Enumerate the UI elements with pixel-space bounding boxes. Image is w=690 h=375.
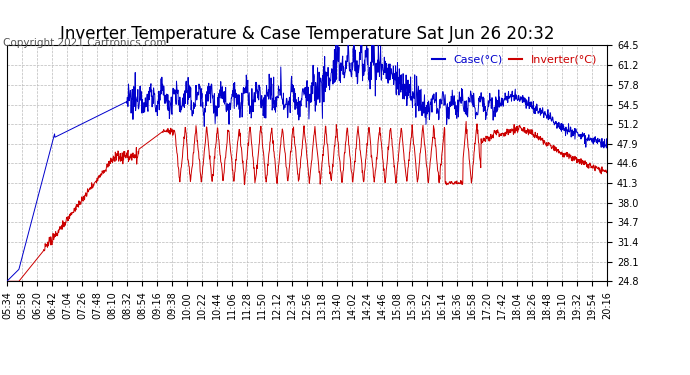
Text: Copyright 2021 Cartronics.com: Copyright 2021 Cartronics.com (3, 38, 167, 48)
Legend: Case(°C), Inverter(°C): Case(°C), Inverter(°C) (427, 51, 602, 69)
Title: Inverter Temperature & Case Temperature Sat Jun 26 20:32: Inverter Temperature & Case Temperature … (60, 26, 554, 44)
